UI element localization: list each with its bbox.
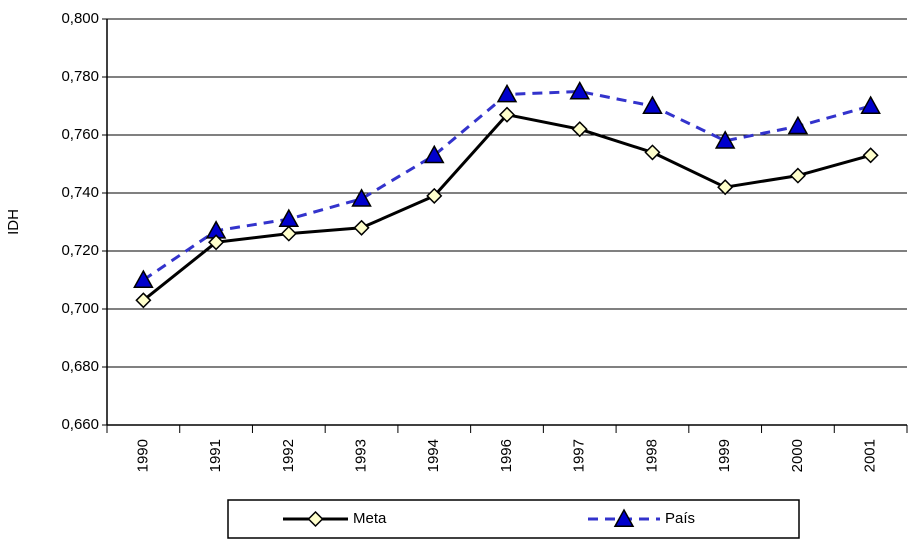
- point-marker: [135, 292, 152, 309]
- point-marker: [353, 219, 370, 236]
- x-tick-label: 2001: [862, 439, 879, 472]
- y-tick-label: 0,660: [61, 416, 99, 433]
- y-tick-label: 0,720: [61, 242, 99, 259]
- y-tick-label: 0,800: [61, 10, 99, 27]
- x-tick-label: 1999: [716, 439, 733, 472]
- y-tick-label: 0,780: [61, 68, 99, 85]
- point-marker: [714, 130, 736, 149]
- y-axis-label: IDH: [5, 209, 22, 235]
- x-tick-label: 1990: [134, 439, 151, 472]
- legend-label: País: [665, 510, 695, 527]
- legend-marker: [307, 510, 324, 528]
- point-marker: [862, 147, 879, 164]
- point-marker: [278, 208, 300, 228]
- point-marker: [789, 167, 806, 184]
- point-marker: [280, 225, 297, 242]
- point-marker: [426, 187, 443, 204]
- y-tick-label: 0,760: [61, 126, 99, 143]
- point-marker: [351, 188, 372, 207]
- legend-marker: [613, 508, 635, 527]
- point-marker: [717, 179, 734, 196]
- point-marker: [569, 80, 591, 100]
- point-marker: [571, 121, 588, 138]
- point-marker: [208, 234, 225, 251]
- x-tick-label: 1993: [353, 439, 370, 472]
- point-marker: [133, 269, 154, 288]
- legend-label: Meta: [353, 510, 387, 527]
- y-tick-label: 0,740: [61, 184, 99, 201]
- y-tick-label: 0,700: [61, 300, 99, 317]
- point-marker: [787, 115, 809, 135]
- x-tick-label: 1997: [571, 439, 588, 472]
- series-line: [142, 113, 872, 302]
- x-tick-label: 1994: [425, 439, 442, 472]
- x-tick-label: 2000: [789, 439, 806, 472]
- point-marker: [496, 83, 518, 103]
- x-tick-label: 1998: [643, 439, 660, 472]
- x-tick-label: 1996: [498, 439, 515, 472]
- x-tick-label: 1992: [280, 439, 297, 472]
- y-tick-label: 0,680: [61, 358, 99, 375]
- point-marker: [644, 144, 661, 161]
- point-marker: [860, 95, 881, 114]
- point-marker: [498, 106, 516, 123]
- point-marker: [423, 144, 445, 164]
- x-tick-label: 1991: [207, 439, 224, 472]
- point-marker: [642, 95, 663, 114]
